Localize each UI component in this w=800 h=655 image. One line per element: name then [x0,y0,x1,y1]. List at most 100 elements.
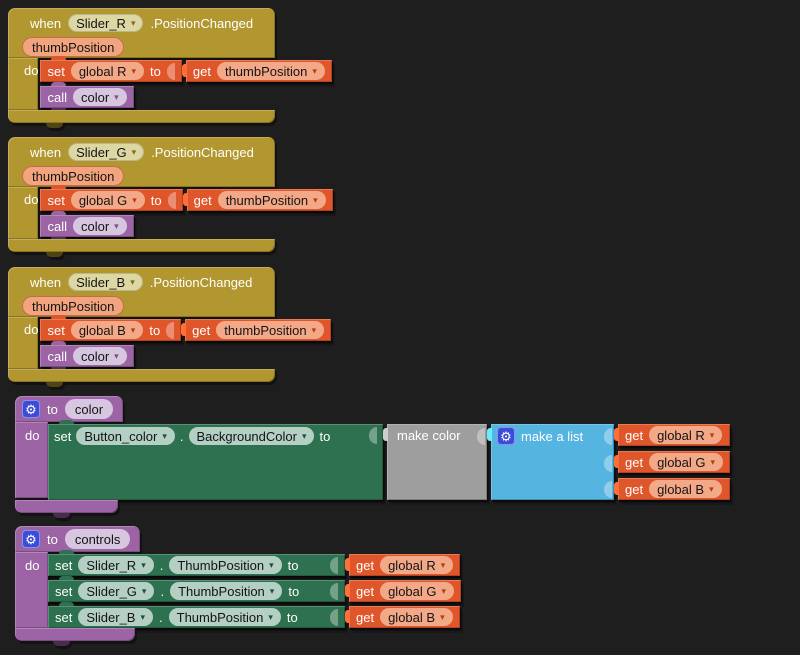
variable-dropdown[interactable]: thumbPosition ▾ [216,321,325,339]
set-variable-block[interactable]: set global R ▾ to [40,56,182,82]
property-dropdown[interactable]: ThumbPosition ▾ [168,608,281,626]
get-variable-block[interactable]: get global G ▾ [618,451,731,473]
event-body: do set global G ▾ to get [8,185,333,239]
set-property-block[interactable]: set Slider_R ▾ . ThumbPosition ▾ to [48,550,345,576]
event-param-row: thumbPosition [8,291,275,316]
event-block-slider-r[interactable]: when Slider_R ▾ .PositionChanged thumbPo… [8,8,332,123]
component-dropdown[interactable]: Button_color ▾ [76,427,175,445]
statement-row: set global R ▾ to get thumbPosition ▾ [40,56,332,82]
get-variable-block[interactable]: get thumbPosition ▾ [185,60,332,82]
variable-dropdown[interactable]: global B ▾ [70,321,144,339]
dropdown-arrow-icon: ▾ [130,324,136,335]
list-items-column: get global R ▾ get global G ▾ [618,424,731,500]
event-block-slider-b[interactable]: when Slider_B ▾ .PositionChanged thumbPo… [8,267,332,382]
set-property-block[interactable]: set Button_color ▾ . BackgroundColor ▾ t… [48,420,383,500]
variable-dropdown[interactable]: global G ▾ [380,582,455,600]
component-dropdown[interactable]: Slider_R ▾ [68,14,144,32]
dot-label: . [179,429,184,444]
make-a-list-block[interactable]: ⚙ make a list [491,424,614,500]
set-property-block[interactable]: set Slider_B ▾ . ThumbPosition ▾ to [48,602,345,628]
dropdown-arrow-icon: ▾ [709,429,715,440]
call-label: call [47,218,67,234]
param-thumbposition-badge[interactable]: thumbPosition [22,166,125,186]
dropdown-arrow-icon: ▾ [301,430,307,441]
call-label: call [47,348,67,364]
variable-dropdown[interactable]: global B ▾ [380,608,453,626]
gear-icon[interactable]: ⚙ [22,530,40,548]
call-procedure-block[interactable]: call color ▾ [40,341,134,367]
variable-dropdown[interactable]: global R ▾ [380,556,454,574]
value-socket [166,62,175,80]
statement-slot: set global B ▾ to get thumbPosition ▾ [38,315,332,369]
dropdown-arrow-icon: ▾ [130,276,135,287]
event-body: do set global R ▾ to get [8,56,332,110]
param-thumbposition-badge[interactable]: thumbPosition [22,296,125,316]
dropdown-arrow-icon: ▾ [114,350,119,361]
value-socket [477,428,485,445]
variable-name: thumbPosition [224,322,307,338]
property-dropdown[interactable]: ThumbPosition ▾ [170,582,283,600]
property-dropdown[interactable]: BackgroundColor ▾ [188,427,315,445]
set-variable-block[interactable]: set global B ▾ to [40,315,182,341]
variable-dropdown[interactable]: thumbPosition ▾ [216,62,325,80]
call-procedure-block[interactable]: call color ▾ [40,211,134,237]
dropdown-arrow-icon: ▾ [710,456,716,467]
get-variable-block[interactable]: get global G ▾ [349,580,462,602]
variable-dropdown[interactable]: global G ▾ [649,453,724,471]
to-label: to [150,192,162,208]
when-label: when [30,144,62,160]
event-block-slider-g[interactable]: when Slider_G ▾ .PositionChanged thumbPo… [8,137,333,252]
component-name: Slider_R [86,557,137,573]
get-variable-block[interactable]: get global B ▾ [618,478,731,500]
component-dropdown[interactable]: Slider_B ▾ [68,273,143,291]
procedure-name: color [80,348,110,364]
procedure-dropdown[interactable]: color ▾ [72,88,127,106]
variable-dropdown[interactable]: global R ▾ [649,426,723,444]
to-label: to [47,401,58,417]
component-dropdown[interactable]: Slider_B ▾ [78,608,154,626]
dropdown-arrow-icon: ▾ [269,585,275,596]
param-thumbposition-badge[interactable]: thumbPosition [22,37,125,57]
gear-icon[interactable]: ⚙ [22,400,40,418]
get-variable-block[interactable]: get global B ▾ [349,606,460,628]
procedure-name: color [80,218,110,234]
dropdown-arrow-icon: ▾ [269,559,274,570]
property-dropdown[interactable]: ThumbPosition ▾ [169,556,282,574]
variable-dropdown[interactable]: global B ▾ [649,480,722,498]
get-variable-block[interactable]: get global R ▾ [349,554,461,576]
procedure-dropdown[interactable]: color ▾ [72,347,127,365]
make-color-label: make color [397,428,461,443]
procedure-controls-block[interactable]: ⚙ to controls do set Slider_R ▾ . [15,526,462,641]
get-variable-block[interactable]: get global R ▾ [618,424,731,446]
do-label: do [25,428,40,443]
value-socket [330,582,338,600]
procedure-name-field[interactable]: color [64,399,114,419]
make-color-block[interactable]: make color [387,424,487,500]
do-label: do [24,192,39,207]
get-variable-block[interactable]: get thumbPosition ▾ [185,319,332,341]
variable-dropdown[interactable]: global G ▾ [70,191,145,209]
set-variable-block[interactable]: set global G ▾ to [40,185,183,211]
get-variable-block[interactable]: get thumbPosition ▾ [186,189,333,211]
gear-icon[interactable]: ⚙ [497,427,515,445]
set-property-block[interactable]: set Slider_G ▾ . ThumbPosition ▾ to [48,576,345,602]
dropdown-arrow-icon: ▾ [140,611,146,622]
component-name: Slider_R [76,15,126,31]
procedure-color-block[interactable]: ⚙ to color do set Button_color ▾ . [15,396,731,513]
block-lip [8,239,275,252]
procedure-name-field[interactable]: controls [64,529,131,549]
variable-name: thumbPosition [224,63,308,79]
statement-row: set global G ▾ to get thumbPosition ▾ [40,185,333,211]
call-procedure-block[interactable]: call color ▾ [40,82,134,108]
component-dropdown[interactable]: Slider_G ▾ [78,582,155,600]
procedure-dropdown[interactable]: color ▾ [72,217,127,235]
variable-name: global R [78,63,127,79]
component-dropdown[interactable]: Slider_R ▾ [78,556,154,574]
variable-dropdown[interactable]: thumbPosition ▾ [217,191,326,209]
do-label-column: do [15,552,48,628]
value-socket [167,191,176,209]
component-dropdown[interactable]: Slider_G ▾ [68,143,145,161]
variable-dropdown[interactable]: global R ▾ [70,62,145,80]
set-label: set [55,557,73,573]
